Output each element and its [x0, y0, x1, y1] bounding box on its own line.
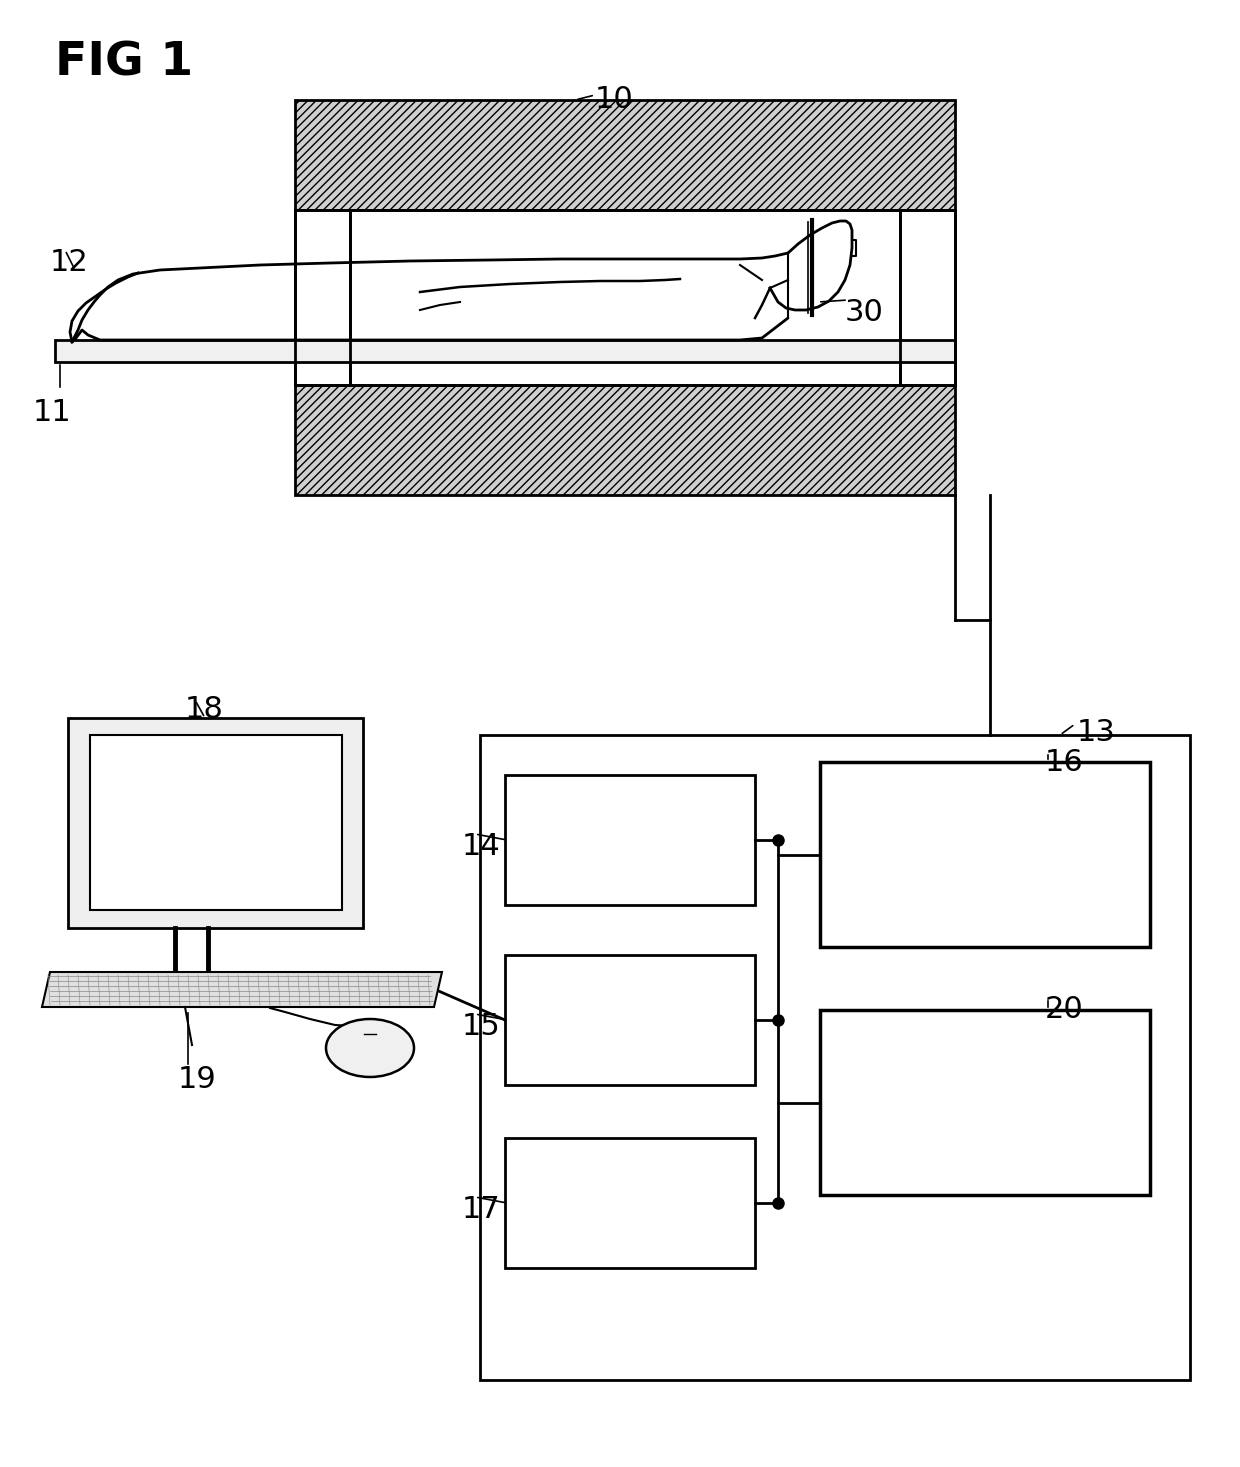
Text: FIG 1: FIG 1	[55, 40, 193, 85]
Text: 12: 12	[50, 248, 89, 277]
Text: 11: 11	[33, 398, 72, 427]
Text: 20: 20	[1045, 995, 1084, 1024]
Text: 16: 16	[1045, 748, 1084, 778]
Bar	[480, 735, 1190, 1380]
Bar	[91, 735, 342, 910]
Bar	[820, 761, 1149, 948]
Text: 18: 18	[185, 695, 224, 725]
Ellipse shape	[326, 1020, 414, 1077]
Text: 17: 17	[463, 1196, 501, 1223]
Text: 10: 10	[595, 85, 634, 114]
Bar	[55, 340, 955, 362]
Text: 30: 30	[844, 298, 884, 327]
Bar	[820, 1009, 1149, 1196]
Text: 14: 14	[463, 832, 501, 861]
Bar	[505, 775, 755, 905]
Bar	[68, 717, 363, 929]
Bar	[900, 210, 955, 384]
Text: 15: 15	[463, 1012, 501, 1042]
Polygon shape	[42, 973, 441, 1006]
Text: 13: 13	[1078, 717, 1116, 747]
Bar	[295, 210, 350, 384]
Bar	[295, 100, 955, 210]
Bar	[505, 1138, 755, 1267]
Bar	[505, 955, 755, 1086]
Bar	[295, 384, 955, 494]
Text: 19: 19	[179, 1065, 217, 1094]
